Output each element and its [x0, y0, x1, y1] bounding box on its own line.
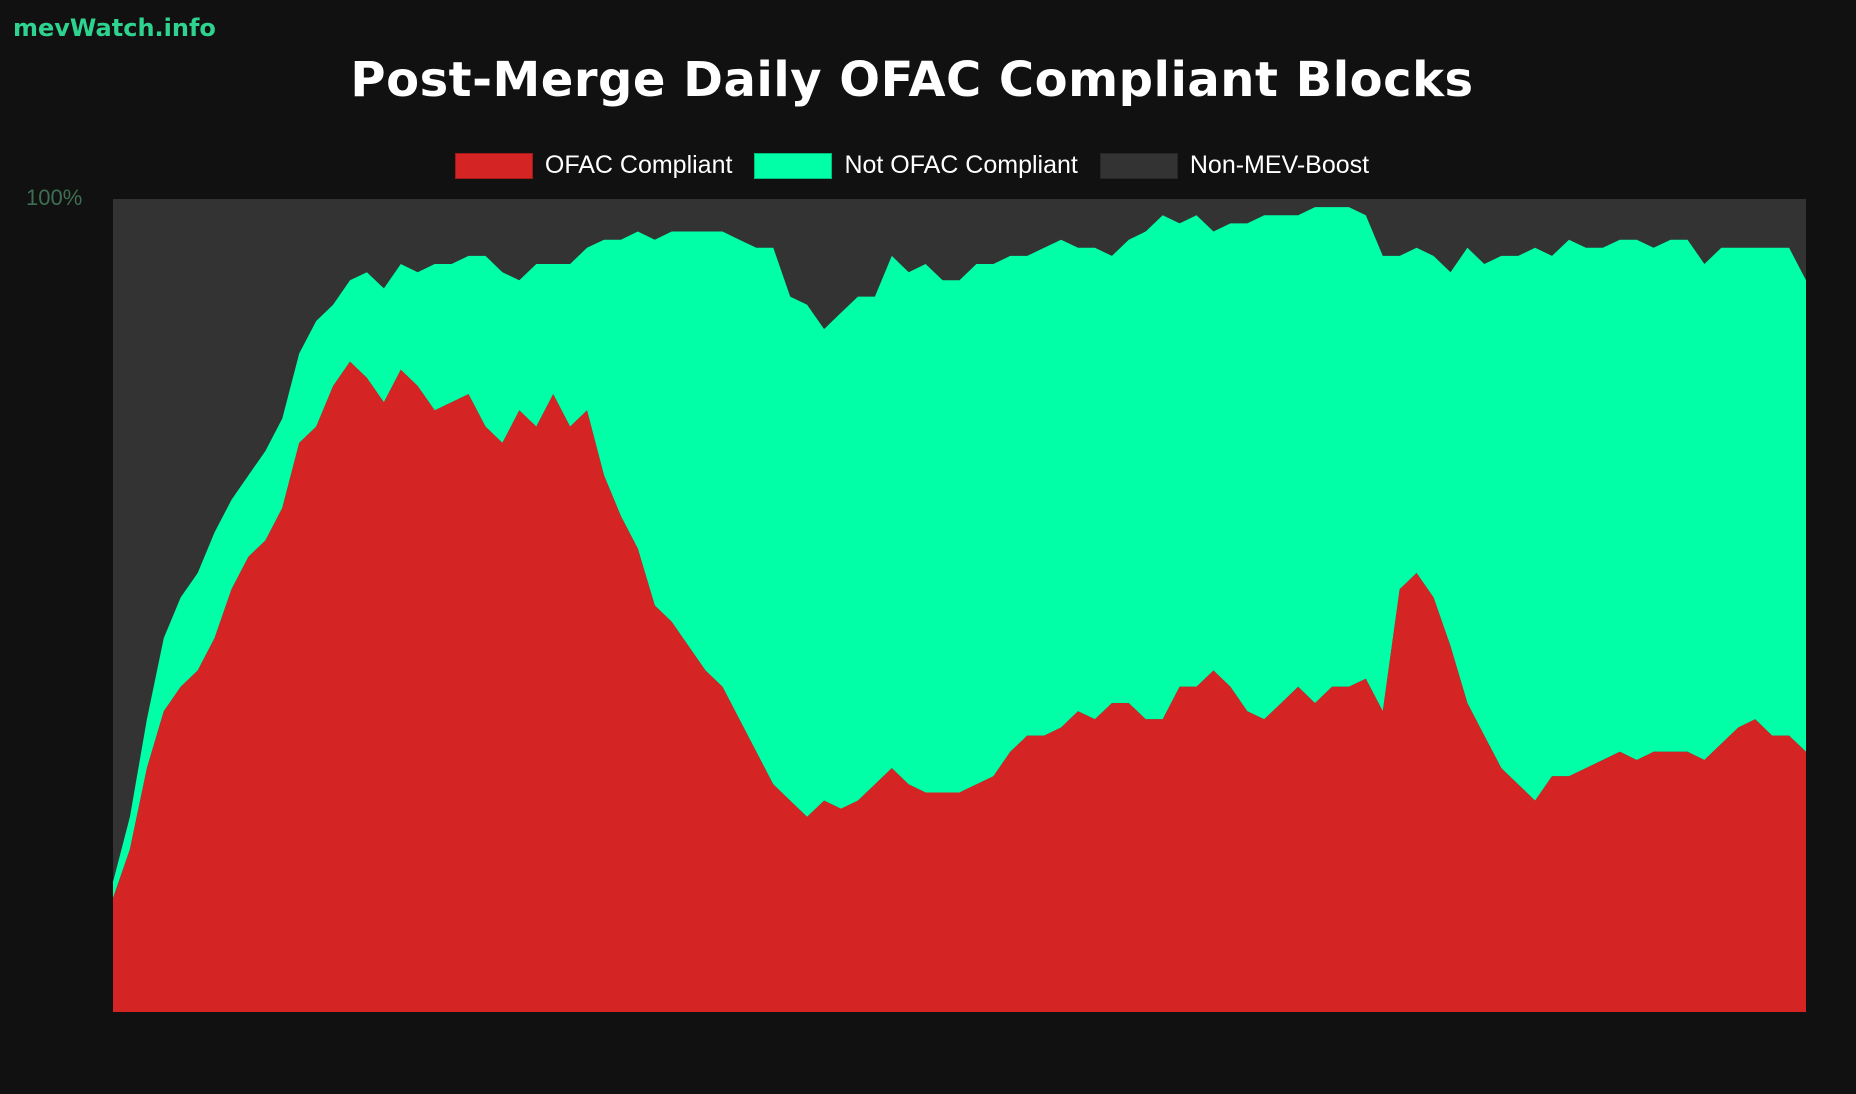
- brand-logo-text[interactable]: mevWatch.info: [13, 14, 216, 42]
- legend-label-non-mev-boost: Non-MEV-Boost: [1189, 151, 1370, 179]
- legend-swatch-not-ofac-compliant: [754, 152, 833, 179]
- plot-area: [113, 199, 1806, 1013]
- legend-swatch-ofac-compliant: [454, 152, 533, 179]
- legend-item-ofac-compliant[interactable]: OFAC Compliant: [454, 151, 733, 180]
- chart-title: Post-Merge Daily OFAC Compliant Blocks: [350, 52, 1474, 108]
- legend-item-non-mev-boost[interactable]: Non-MEV-Boost: [1099, 151, 1370, 180]
- legend-swatch-non-mev-boost: [1099, 152, 1178, 179]
- legend-label-not-ofac-compliant: Not OFAC Compliant: [844, 151, 1078, 179]
- legend-item-not-ofac-compliant[interactable]: Not OFAC Compliant: [754, 151, 1078, 180]
- chart-legend: OFAC Compliant Not OFAC Compliant Non-ME…: [0, 151, 1824, 180]
- area-ofac-compliant: [113, 361, 1806, 1013]
- legend-label-ofac-compliant: OFAC Compliant: [544, 151, 733, 179]
- area-not-ofac-compliant: [113, 207, 1806, 899]
- y-axis-tick-label: 100%: [26, 185, 83, 210]
